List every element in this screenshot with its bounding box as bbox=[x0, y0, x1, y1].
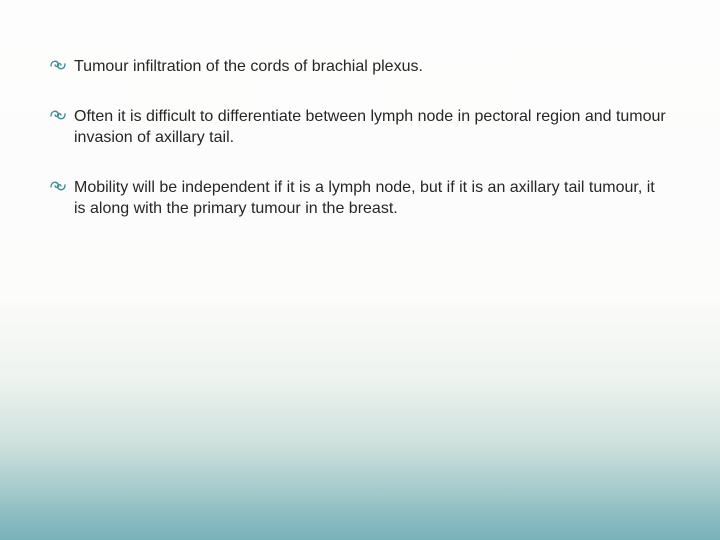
swirl-bullet-icon bbox=[50, 108, 66, 122]
list-item: Mobility will be independent if it is a … bbox=[50, 177, 670, 220]
slide: Tumour infiltration of the cords of brac… bbox=[0, 0, 720, 540]
swirl-bullet-icon bbox=[50, 58, 66, 72]
list-item: Tumour infiltration of the cords of brac… bbox=[50, 56, 670, 78]
bullet-text: Mobility will be independent if it is a … bbox=[74, 177, 670, 220]
swirl-bullet-icon bbox=[50, 179, 66, 193]
list-item: Often it is difficult to differentiate b… bbox=[50, 106, 670, 149]
bullet-text: Tumour infiltration of the cords of brac… bbox=[74, 56, 670, 78]
bullet-list: Tumour infiltration of the cords of brac… bbox=[50, 56, 670, 248]
bullet-text: Often it is difficult to differentiate b… bbox=[74, 106, 670, 149]
